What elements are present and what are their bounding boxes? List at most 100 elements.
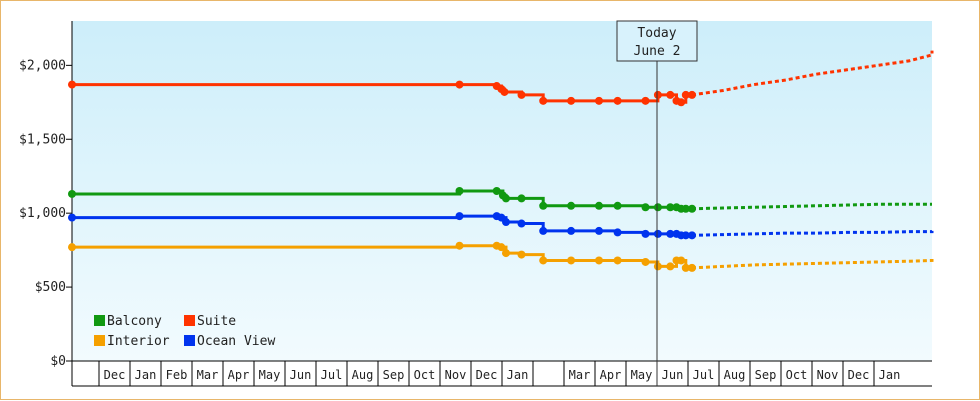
legend-label: Suite xyxy=(197,314,236,329)
data-point xyxy=(517,194,526,203)
data-point xyxy=(68,243,76,252)
series-balcony xyxy=(68,187,932,213)
data-point xyxy=(539,256,548,265)
data-point xyxy=(595,96,603,105)
y-tick-label: $1,500 xyxy=(19,132,66,147)
data-point xyxy=(517,90,526,99)
data-point xyxy=(641,257,650,266)
x-month-label: Oct xyxy=(414,368,436,382)
x-month-label: Nov xyxy=(445,368,467,382)
series-ocean-view xyxy=(68,212,934,240)
x-month-label: Aug xyxy=(352,368,374,382)
x-month-label: Mar xyxy=(197,368,219,382)
x-month-label: Sep xyxy=(755,368,777,382)
x-month-label: Oct xyxy=(786,368,808,382)
data-point xyxy=(68,80,76,89)
series-suite xyxy=(68,50,934,107)
data-point xyxy=(688,204,696,213)
data-point xyxy=(641,203,650,212)
data-point xyxy=(517,250,526,259)
y-tick-label: $0 xyxy=(50,354,66,369)
data-point xyxy=(68,189,76,198)
data-point xyxy=(455,80,464,89)
data-point xyxy=(641,96,650,105)
data-point xyxy=(688,90,696,99)
forecast-line xyxy=(691,50,934,97)
legend-swatch xyxy=(184,335,195,346)
y-tick-label: $2,000 xyxy=(19,58,66,73)
legend-swatch xyxy=(94,315,105,326)
today-box xyxy=(616,20,698,62)
data-point xyxy=(502,249,510,258)
data-point xyxy=(641,229,650,238)
x-month-label: Jun xyxy=(662,368,684,382)
data-point xyxy=(613,201,622,210)
data-point xyxy=(539,96,548,105)
data-point xyxy=(517,219,526,228)
x-month-label: Dec xyxy=(848,368,870,382)
data-point xyxy=(567,96,576,105)
today-label-line: Today xyxy=(637,26,676,41)
data-point xyxy=(653,262,662,271)
data-point xyxy=(502,194,510,203)
data-point xyxy=(567,201,576,210)
data-point xyxy=(681,231,690,240)
data-point xyxy=(653,203,662,212)
data-point xyxy=(666,90,675,99)
data-point xyxy=(567,226,576,235)
data-point xyxy=(666,203,675,212)
data-point xyxy=(653,229,662,238)
x-month-label: Jan xyxy=(879,368,901,382)
data-point xyxy=(595,256,603,265)
data-point xyxy=(455,241,464,250)
data-point xyxy=(500,87,509,96)
data-point xyxy=(613,228,622,237)
x-month-label: May xyxy=(259,368,281,382)
x-month-label: Dec xyxy=(104,368,126,382)
today-marker: Today June 2 xyxy=(616,20,698,386)
x-month-label: Apr xyxy=(228,368,250,382)
today-label-line: June 2 xyxy=(634,44,681,59)
x-month-label: Jul xyxy=(321,368,343,382)
x-month-label: Jul xyxy=(693,368,715,382)
y-tick-label: $1,000 xyxy=(19,206,66,221)
legend: Balcony Suite Interior Ocean View xyxy=(94,314,275,349)
data-point xyxy=(497,243,506,252)
data-point xyxy=(455,187,464,195)
data-point xyxy=(688,231,696,240)
data-point xyxy=(653,90,662,99)
x-axis: Dec Jan Feb Mar Apr May Jun Jul Aug Sep Oct Nov Dec J… xyxy=(72,360,932,387)
data-point xyxy=(677,98,686,107)
legend-label: Balcony xyxy=(107,314,162,329)
data-point xyxy=(567,256,576,265)
x-month-label: Feb xyxy=(166,368,188,382)
legend-swatch xyxy=(94,335,105,346)
x-month-label: Aug xyxy=(724,368,746,382)
x-month-label: May xyxy=(631,368,653,382)
x-month-label: Jan xyxy=(135,368,157,382)
series-layer xyxy=(68,50,934,272)
legend-swatch xyxy=(184,315,195,326)
x-month-label: Sep xyxy=(383,368,405,382)
x-month-label: Jan xyxy=(507,368,529,382)
forecast-line xyxy=(691,202,932,211)
data-point xyxy=(681,90,690,99)
y-tick-label: $500 xyxy=(35,280,66,295)
data-point xyxy=(595,201,603,210)
data-point xyxy=(502,218,510,227)
legend-label: Interior xyxy=(107,334,170,349)
data-point xyxy=(613,96,622,105)
data-point xyxy=(681,263,690,272)
y-axis: $0 $500 $1,000 $1,500 $2,000 xyxy=(19,21,73,386)
x-month-label: Mar xyxy=(569,368,591,382)
x-month-label: Dec xyxy=(476,368,498,382)
data-point xyxy=(613,256,622,265)
data-point xyxy=(681,204,690,213)
data-point xyxy=(455,212,464,221)
data-point xyxy=(688,263,696,272)
x-month-label: Jun xyxy=(290,368,312,382)
data-point xyxy=(677,256,686,265)
data-point xyxy=(666,262,675,271)
